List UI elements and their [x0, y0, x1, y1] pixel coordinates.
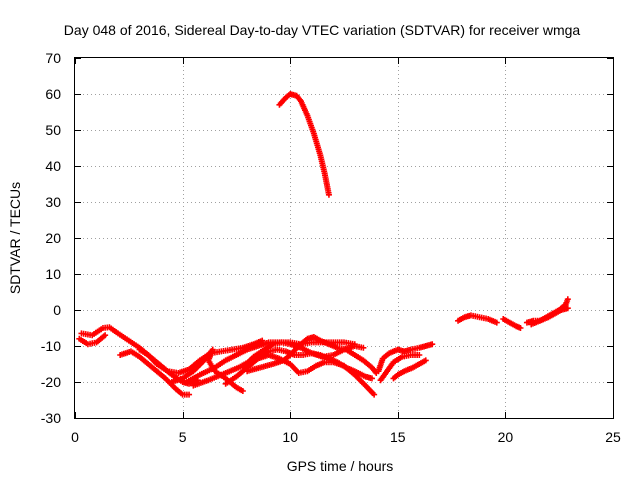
series-arc-2 — [76, 332, 109, 348]
y-tick-label: -20 — [41, 374, 61, 390]
data-point — [371, 391, 378, 398]
series-arc-10 — [244, 334, 380, 376]
y-tick-label: 20 — [45, 230, 61, 246]
series-arc-8 — [222, 352, 378, 398]
data-point — [102, 332, 109, 339]
x-axis-label: GPS time / hours — [287, 458, 394, 474]
data-point — [564, 296, 571, 303]
data-marks — [76, 91, 571, 398]
series-arc-18 — [528, 305, 571, 328]
y-tick-label: 40 — [45, 158, 61, 174]
data-point — [325, 191, 332, 198]
y-tick-label: 60 — [45, 86, 61, 102]
series-arc-12 — [390, 357, 429, 382]
y-tick-label: 10 — [45, 266, 61, 282]
axis-ticks — [75, 58, 614, 419]
series-arc-15 — [455, 312, 500, 326]
series-arc-16 — [500, 316, 524, 331]
x-tick-label: 5 — [179, 429, 187, 445]
y-tick-label: 70 — [45, 50, 61, 66]
data-point — [517, 325, 524, 331]
series-arc-11 — [276, 91, 332, 198]
data-point — [416, 352, 423, 358]
grid — [75, 58, 613, 418]
series-arc-14 — [377, 352, 423, 384]
data-point — [368, 375, 375, 382]
data-point — [429, 341, 436, 348]
data-point — [239, 388, 246, 394]
y-axis-label: SDTVAR / TECUs — [7, 182, 23, 294]
data-point — [422, 357, 429, 364]
data-point — [493, 319, 500, 326]
chart-title: Day 048 of 2016, Sidereal Day-to-day VTE… — [64, 22, 581, 38]
y-tick-label: 0 — [53, 302, 61, 318]
tick-labels: 0 5 10 15 20 25 -30 -20 -10 0 10 20 30 40 50 60 70 — [41, 50, 621, 445]
x-tick-label: 0 — [71, 429, 79, 445]
y-tick-label: 50 — [45, 122, 61, 138]
y-tick-label: -10 — [41, 338, 61, 354]
series-arc-13 — [375, 341, 436, 375]
y-tick-label: -30 — [41, 410, 61, 426]
x-tick-label: 10 — [282, 429, 298, 445]
data-point — [186, 391, 193, 398]
y-tick-label: 30 — [45, 194, 61, 210]
data-point — [360, 344, 367, 351]
x-tick-label: 20 — [498, 429, 514, 445]
x-tick-label: 25 — [605, 429, 621, 445]
data-point — [564, 305, 571, 312]
x-tick-label: 15 — [390, 429, 406, 445]
plot-frame — [74, 57, 614, 419]
